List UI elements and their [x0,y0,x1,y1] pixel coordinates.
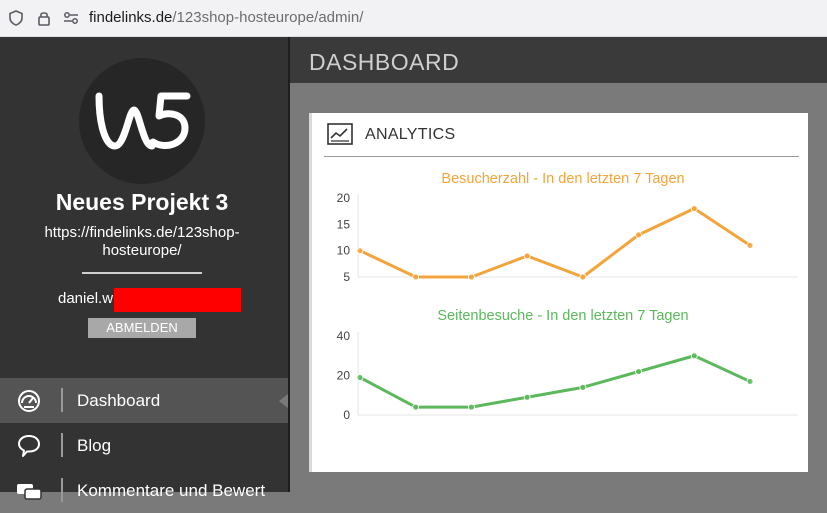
chart-title-visitors: Besucherzahl - In den letzten 7 Tagen [441,171,684,187]
shield-icon[interactable] [7,9,25,27]
y-tick-label: 40 [337,329,351,343]
url-path: /123shop-hosteurope/admin/ [172,9,364,26]
analytics-charts: Besucherzahl - In den letzten 7 Tagen 5 10… [337,171,798,422]
data-point-visitors [579,273,587,281]
y-tick-label: 20 [337,369,351,383]
panel-divider [324,156,799,157]
redaction-bar [114,288,241,312]
w5-logo [79,58,205,184]
sidebar-item-label: Kommentare und Bewert [77,481,266,500]
y-tick-label: 0 [343,408,350,422]
project-url[interactable]: https://findelinks.de/123shop-hosteurope… [44,224,240,259]
data-point-pageviews [356,374,364,381]
url-domain: findelinks.de [89,9,173,26]
analytics-panel: ANALYTICS Besucherzahl - In den letzten … [309,113,808,472]
data-point-pageviews [579,383,587,391]
comments-icon [17,484,42,500]
w5-logo-icon [95,92,191,150]
chart-title-pageviews: Seitenbesuche - In den letzten 7 Tagen [437,308,688,324]
sidebar-item-comments[interactable]: Kommentare und Bewert [0,468,288,513]
sidebar-divider [82,272,202,274]
speech-bubble-icon [18,435,40,457]
y-tick-label: 10 [337,244,351,258]
nav-separator [61,433,63,457]
series-line-visitors [359,207,751,279]
y-tick-label: 5 [343,270,350,284]
nav-separator [61,388,63,412]
sidebar-item-label: Blog [77,436,112,455]
sidebar-item-label: Dashboard [77,391,161,410]
data-point-pageviews [746,378,754,385]
data-point-visitors [635,231,642,239]
sidebar-splitter[interactable] [288,37,290,492]
data-point-pageviews [690,352,698,360]
data-point-visitors [523,252,531,260]
browser-url-bar: findelinks.de/123shop-hosteurope/admin/ [0,0,827,37]
address-field[interactable]: findelinks.de/123shop-hosteurope/admin/ [89,9,363,26]
data-point-visitors [690,205,698,212]
page-header: DASHBOARD [290,37,827,83]
user-name: daniel.w [58,290,114,307]
data-point-pageviews [412,403,420,411]
logout-button[interactable]: ABMELDEN [88,318,196,338]
data-point-visitors [356,247,364,255]
analytics-chart-icon [327,123,353,145]
data-point-visitors [412,273,420,281]
nav-separator [61,478,63,502]
y-tick-label: 20 [337,191,351,205]
gauge-icon [18,390,40,412]
project-title: Neues Projekt 3 [55,189,229,215]
y-tick-label: 15 [337,217,351,231]
data-point-visitors [468,273,475,281]
page-settings-icon[interactable] [62,9,80,27]
sidebar: Neues Projekt 3 https://findelinks.de/12… [0,37,288,502]
data-point-pageviews [523,393,531,401]
sidebar-item-dashboard[interactable]: Dashboard [0,378,288,423]
page-title: DASHBOARD [309,49,460,75]
panel-title: ANALYTICS [365,126,456,143]
series-line-pageviews [359,354,751,409]
data-point-visitors [746,241,754,249]
data-point-pageviews [635,368,642,375]
sidebar-item-blog[interactable]: Blog [0,423,288,468]
active-caret [279,394,288,408]
lock-icon[interactable] [35,9,53,27]
data-point-pageviews [468,403,475,411]
